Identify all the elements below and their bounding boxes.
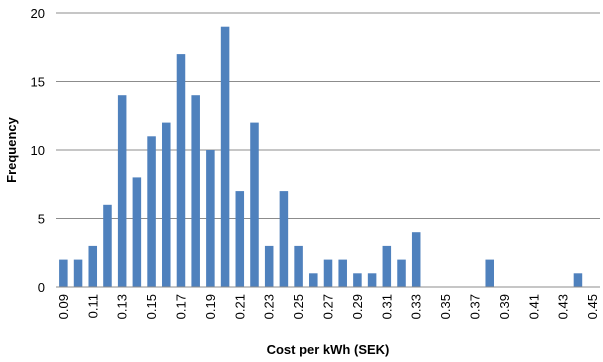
bar xyxy=(309,273,318,287)
x-tick-label: 0.33 xyxy=(409,294,424,319)
x-tick-label: 0.19 xyxy=(203,294,218,319)
y-tick-label: 20 xyxy=(31,6,45,21)
x-tick-label: 0.25 xyxy=(291,294,306,319)
bar xyxy=(279,191,289,287)
bar xyxy=(59,259,68,287)
x-tick-label: 0.27 xyxy=(321,294,336,319)
bar xyxy=(353,273,362,287)
y-tick-labels: 0 5 10 15 20 xyxy=(31,6,45,295)
bar xyxy=(485,259,494,287)
bar xyxy=(338,259,347,287)
x-tick-label: 0.41 xyxy=(526,294,541,319)
bar xyxy=(117,95,127,287)
x-tick-label: 0.45 xyxy=(585,294,600,319)
bar xyxy=(176,54,186,287)
bar xyxy=(235,191,245,287)
bar xyxy=(411,232,421,287)
bar xyxy=(573,273,583,287)
bar xyxy=(250,122,259,287)
bar xyxy=(264,245,274,287)
gridlines xyxy=(56,12,600,219)
y-tick-label: 5 xyxy=(38,212,45,227)
x-tick-label: 0.17 xyxy=(173,294,188,319)
x-tick-label: 0.13 xyxy=(115,294,130,319)
y-axis-title: Frequency xyxy=(4,116,19,183)
bar xyxy=(147,136,156,287)
bar xyxy=(206,150,215,287)
x-tick-label: 0.15 xyxy=(144,294,159,319)
x-tick-label: 0.09 xyxy=(56,294,71,319)
bar xyxy=(397,259,406,287)
bar xyxy=(294,245,303,287)
x-tick-label: 0.29 xyxy=(350,294,365,319)
bar xyxy=(191,95,200,287)
bar xyxy=(73,259,83,287)
bar xyxy=(88,245,98,287)
x-tick-label: 0.21 xyxy=(232,294,247,319)
y-tick-label: 10 xyxy=(31,143,45,158)
bar xyxy=(367,273,377,287)
x-tick-label: 0.11 xyxy=(85,294,100,318)
x-tick-label: 0.31 xyxy=(379,294,394,319)
bar xyxy=(220,26,230,287)
x-tick-label: 0.35 xyxy=(438,294,453,319)
bar xyxy=(103,204,112,287)
x-tick-label: 0.37 xyxy=(468,294,483,319)
x-axis-title: Cost per kWh (SEK) xyxy=(267,342,390,357)
x-tick-label: 0.43 xyxy=(556,294,571,319)
x-tick-label: 0.39 xyxy=(497,294,512,319)
y-tick-label: 15 xyxy=(31,75,45,90)
bar xyxy=(162,122,171,287)
bars xyxy=(59,26,583,287)
y-tick-label: 0 xyxy=(38,280,45,295)
bar xyxy=(132,177,142,287)
bar xyxy=(382,245,392,287)
bar xyxy=(323,259,333,287)
x-tick-labels: 0.09 0.11 0.13 0.15 0.17 0.19 0.21 0.23 0.25 0.27… xyxy=(56,294,600,319)
x-tick-label: 0.23 xyxy=(262,294,277,319)
